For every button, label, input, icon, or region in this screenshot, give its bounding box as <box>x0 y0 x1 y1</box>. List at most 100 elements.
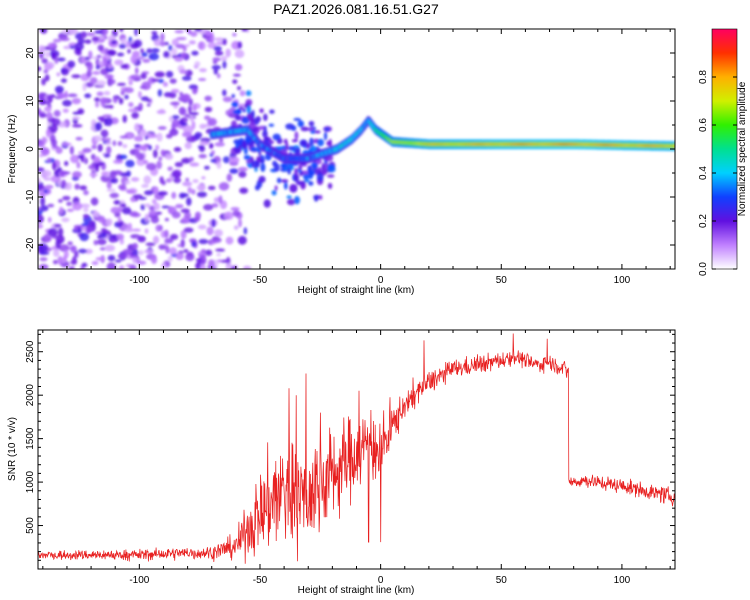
noise-cell <box>192 179 199 183</box>
noise-cell <box>118 97 124 105</box>
noise-cell <box>216 252 221 257</box>
noise-cell <box>102 114 113 118</box>
noise-cell <box>189 162 200 167</box>
noise-cell <box>198 238 209 245</box>
noise-cell <box>118 184 127 190</box>
turbulence-cell <box>300 126 309 132</box>
noise-cell <box>143 175 152 185</box>
noise-cell <box>38 243 49 252</box>
noise-cell <box>89 173 98 177</box>
chart-title: PAZ1.2026.081.16.51.G27 <box>273 1 439 17</box>
noise-cell <box>69 45 75 50</box>
noise-cell <box>98 232 108 239</box>
noise-cell <box>239 187 249 194</box>
noise-cell <box>52 38 62 43</box>
noise-cell <box>72 202 83 211</box>
noise-cell <box>133 39 143 48</box>
turbulence-cell <box>308 181 314 186</box>
noise-cell <box>67 241 73 246</box>
turbulence-cell <box>298 163 303 170</box>
noise-cell <box>94 216 105 220</box>
noise-cell <box>105 141 112 145</box>
noise-cell <box>38 167 45 172</box>
noise-cell <box>38 263 49 269</box>
noise-cell <box>218 195 223 205</box>
colorbar-tick-label: 0.0 <box>698 262 709 276</box>
noise-cell <box>74 183 80 190</box>
noise-cell <box>85 224 93 234</box>
turbulence-cell <box>327 182 333 190</box>
noise-cell <box>178 106 186 116</box>
noise-cell <box>153 202 160 211</box>
noise-cell <box>238 218 242 228</box>
noise-cell <box>50 175 62 183</box>
noise-cell <box>113 200 121 205</box>
noise-cell <box>171 211 181 219</box>
turbulence-cell <box>229 168 239 174</box>
turbulence-cell <box>233 139 241 145</box>
noise-cell <box>130 55 138 64</box>
noise-cell <box>45 128 51 138</box>
noise-cell <box>137 56 145 60</box>
noise-cell <box>241 29 249 32</box>
noise-cell <box>107 255 116 262</box>
noise-cell <box>161 205 170 209</box>
noise-cell <box>107 64 114 69</box>
colorbar-tick-label: 0.6 <box>698 118 709 132</box>
noise-cell <box>213 68 219 75</box>
noise-cell <box>183 249 189 253</box>
noise-cell <box>163 51 170 58</box>
noise-cell <box>194 29 203 32</box>
noise-cell <box>133 135 144 142</box>
noise-cell <box>191 189 196 195</box>
noise-cell <box>176 36 187 41</box>
noise-cell <box>128 80 133 86</box>
noise-cell <box>129 255 138 259</box>
noise-cell <box>156 160 163 170</box>
noise-cell <box>58 198 63 203</box>
noise-cell <box>61 179 67 188</box>
noise-cell <box>198 77 207 82</box>
x-tick-label: 0 <box>378 575 384 586</box>
noise-cell <box>181 131 193 138</box>
noise-cell <box>109 104 114 109</box>
noise-cell <box>76 161 81 169</box>
noise-cell <box>97 44 104 52</box>
noise-cell <box>130 197 135 203</box>
noise-cell <box>168 247 177 255</box>
noise-cell <box>174 29 184 34</box>
turbulence-cell <box>285 123 295 130</box>
noise-cell <box>184 113 190 118</box>
noise-cell <box>122 114 127 123</box>
noise-cell <box>243 227 248 235</box>
noise-cell <box>138 90 142 99</box>
turbulence-cell <box>317 138 325 147</box>
noise-cell <box>171 118 180 128</box>
spectrogram-x-label: Height of straight line (km) <box>298 285 415 296</box>
turbulence-cell <box>327 164 336 169</box>
noise-cell <box>93 156 101 164</box>
noise-cell <box>181 157 192 164</box>
turbulence-cell <box>267 140 275 145</box>
noise-cell <box>180 230 187 240</box>
noise-cell <box>43 69 49 74</box>
noise-cell <box>80 203 91 208</box>
noise-cell <box>129 211 139 217</box>
noise-cell <box>157 126 167 130</box>
noise-cell <box>59 170 65 178</box>
noise-cell <box>39 113 47 118</box>
y-tick-label: 10 <box>25 95 36 107</box>
turbulence-cell <box>241 140 247 150</box>
noise-cell <box>222 60 227 69</box>
noise-cell <box>41 78 46 86</box>
noise-cell <box>56 72 61 77</box>
turbulence-cell <box>286 195 292 199</box>
noise-cell <box>194 131 203 139</box>
noise-cell <box>213 45 222 52</box>
noise-cell <box>147 133 158 139</box>
noise-cell <box>137 124 144 128</box>
noise-cell <box>114 59 124 66</box>
noise-cell <box>161 263 166 269</box>
noise-cell <box>171 170 182 178</box>
noise-cell <box>178 192 186 199</box>
